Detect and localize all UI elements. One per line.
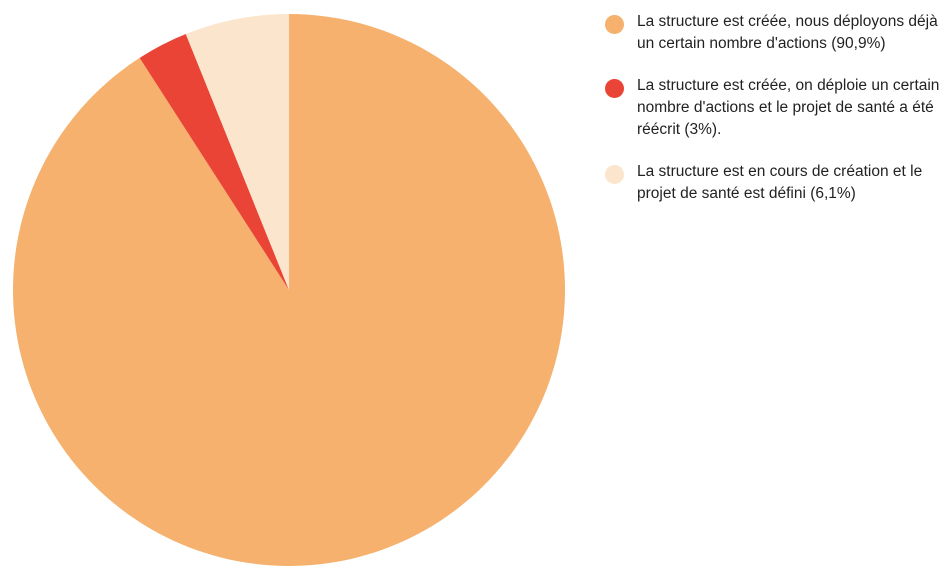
pie-slice <box>139 34 289 290</box>
legend-item: La structure est créée, nous déployons d… <box>604 11 946 55</box>
legend-item: La structure est créée, on déploie un ce… <box>604 75 946 141</box>
pie <box>13 14 566 566</box>
legend-swatch <box>605 165 624 184</box>
pie-slice <box>185 14 289 290</box>
legend: La structure est créée, nous déployons d… <box>604 11 944 225</box>
legend-label: La structure est créée, nous déployons d… <box>637 13 938 52</box>
legend-swatch <box>605 79 624 98</box>
legend-label: La structure est créée, on déploie un ce… <box>637 77 940 138</box>
legend-label: La structure est en cours de création et… <box>637 163 923 202</box>
legend-item: La structure est en cours de création et… <box>604 161 946 205</box>
legend-swatch <box>605 15 624 34</box>
